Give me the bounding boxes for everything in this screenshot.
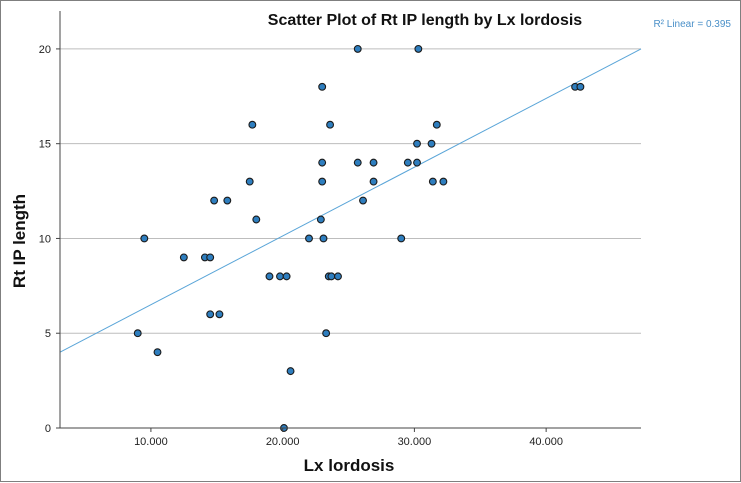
- data-point-31: [206, 253, 215, 262]
- data-point-15: [245, 177, 254, 186]
- data-point-7: [432, 120, 441, 129]
- data-point-33: [276, 272, 284, 281]
- x-tick-label: 40.000: [529, 436, 563, 448]
- data-point-9: [427, 139, 436, 148]
- data-point-26: [305, 234, 313, 243]
- data-point-12: [369, 158, 378, 167]
- data-point-2: [318, 82, 327, 91]
- data-point-18: [428, 177, 437, 186]
- data-point-32: [265, 272, 274, 281]
- data-point-36: [327, 272, 336, 281]
- y-tick-label: 5: [45, 328, 51, 340]
- data-point-8: [413, 139, 421, 148]
- y-tick-labels: 0 5 10 15 20: [39, 44, 60, 435]
- data-point-10: [318, 158, 327, 167]
- data-point-23: [252, 215, 261, 224]
- data-point-28: [397, 234, 406, 243]
- data-point-39: [215, 310, 224, 319]
- data-point-1: [414, 44, 423, 53]
- data-point-22: [359, 196, 367, 205]
- y-tick-label: 15: [39, 139, 51, 151]
- data-point-5: [248, 120, 257, 129]
- x-tick-label: 20.000: [266, 436, 300, 448]
- data-point-27: [319, 234, 328, 243]
- data-point-40: [133, 329, 142, 338]
- data-point-14: [413, 158, 421, 167]
- x-tick-label: 10.000: [134, 436, 168, 448]
- r2-label: R² Linear = 0.395: [653, 19, 731, 30]
- data-point-42: [153, 348, 162, 357]
- fit-line-group: [59, 48, 642, 353]
- data-point-17: [369, 177, 378, 186]
- data-point-6: [326, 120, 335, 129]
- data-point-16: [318, 177, 327, 186]
- data-point-37: [334, 272, 342, 281]
- data-point-4: [576, 82, 585, 91]
- y-tick-label: 10: [39, 233, 51, 245]
- gridlines: [60, 48, 641, 334]
- data-point-11: [353, 158, 362, 167]
- y-tick-label: 20: [39, 44, 51, 56]
- data-point-41: [322, 329, 331, 338]
- data-point-24: [316, 215, 325, 224]
- x-tick-label: 30.000: [398, 436, 432, 448]
- data-point-0: [353, 44, 362, 53]
- data-point-38: [206, 310, 215, 319]
- data-point-20: [210, 196, 219, 205]
- y-axis-title: Rt IP length: [10, 194, 29, 288]
- x-tick-labels: 10.000 20.000 30.000 40.000: [134, 428, 563, 448]
- fit-line: [59, 48, 642, 353]
- data-point-19: [439, 177, 448, 186]
- axes: [59, 11, 641, 429]
- y-tick-label: 0: [45, 423, 51, 435]
- data-point-13: [403, 158, 412, 167]
- data-point-21: [223, 196, 232, 205]
- data-point-25: [140, 234, 149, 243]
- chart-title: Scatter Plot of Rt IP length by Lx lordo…: [268, 12, 583, 29]
- data-point-34: [282, 272, 291, 281]
- data-point-43: [286, 367, 295, 376]
- data-point-29: [179, 253, 188, 262]
- x-axis-title: Lx lordosis: [304, 456, 395, 475]
